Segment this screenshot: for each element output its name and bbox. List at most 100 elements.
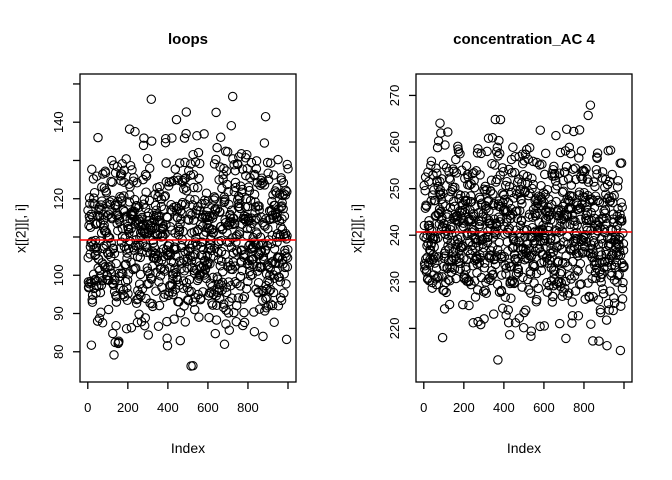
data-point	[195, 219, 206, 230]
y-tick-label: 260	[387, 131, 402, 153]
data-point	[453, 147, 464, 157]
data-point	[567, 210, 577, 220]
data-point	[100, 262, 110, 272]
data-point	[552, 181, 562, 191]
data-point	[119, 165, 129, 176]
data-point	[166, 225, 177, 235]
data-point	[277, 214, 287, 224]
data-point	[495, 170, 506, 180]
data-point	[565, 196, 575, 207]
data-point	[614, 246, 625, 257]
data-point	[281, 251, 291, 262]
data-point	[512, 206, 522, 216]
data-point	[277, 198, 287, 208]
data-point	[258, 251, 269, 262]
data-point	[209, 159, 220, 169]
data-point	[481, 288, 492, 299]
data-point	[475, 170, 485, 180]
x-tick-label: 800	[573, 400, 595, 415]
data-point	[140, 313, 151, 323]
data-point	[222, 147, 233, 157]
data-point	[119, 191, 129, 201]
data-point	[110, 168, 121, 178]
data-point	[113, 225, 123, 236]
data-point	[96, 307, 106, 318]
data-point	[92, 218, 103, 228]
data-point	[516, 216, 527, 226]
data-point	[237, 265, 247, 276]
data-point	[89, 193, 99, 203]
data-point	[199, 129, 209, 139]
data-point	[507, 168, 517, 178]
data-point	[472, 268, 482, 278]
data-point	[111, 258, 121, 269]
data-point	[212, 142, 222, 153]
data-point	[618, 245, 629, 256]
data-point	[431, 274, 441, 284]
data-point	[539, 321, 550, 331]
data-point	[455, 253, 465, 263]
data-point	[526, 331, 536, 341]
data-point	[514, 313, 525, 323]
data-point	[586, 319, 596, 329]
data-point	[558, 186, 569, 196]
data-point	[469, 168, 479, 178]
data-point	[606, 250, 617, 261]
data-point	[105, 261, 116, 271]
data-point	[527, 183, 537, 194]
data-point	[598, 288, 609, 299]
data-point	[567, 318, 577, 328]
data-point	[197, 237, 208, 248]
y-axis-label: x[[2]][, i]	[348, 204, 365, 254]
data-point	[426, 196, 436, 206]
data-point	[537, 159, 547, 170]
data-point	[276, 202, 286, 212]
data-point	[103, 304, 114, 315]
x-tick-label: 400	[493, 400, 515, 415]
x-tick-label: 600	[533, 400, 555, 415]
data-point	[87, 297, 98, 307]
data-point	[611, 257, 622, 267]
data-point	[228, 154, 238, 164]
data-point	[436, 128, 446, 138]
data-point	[192, 131, 202, 141]
y-tick-label: 140	[51, 111, 66, 133]
data-point	[532, 157, 542, 168]
data-point	[171, 244, 181, 254]
data-point	[106, 268, 117, 279]
data-point	[95, 287, 106, 298]
data-point	[472, 148, 483, 158]
data-point	[618, 238, 629, 249]
data-point	[493, 151, 503, 161]
data-point	[468, 224, 478, 235]
data-point	[461, 262, 471, 272]
data-point	[260, 111, 271, 122]
data-point	[571, 174, 581, 185]
data-point	[109, 286, 120, 297]
data-point	[438, 199, 448, 209]
data-point	[254, 201, 264, 211]
data-point	[89, 187, 100, 198]
data-point	[616, 158, 627, 168]
data-point	[108, 244, 119, 254]
data-point	[493, 355, 503, 365]
data-point	[554, 168, 565, 178]
data-point	[542, 251, 552, 262]
plot-title: concentration_AC 4	[453, 31, 595, 48]
data-point	[479, 314, 489, 324]
data-point	[228, 213, 239, 224]
data-point	[607, 169, 617, 180]
data-point	[536, 265, 547, 276]
data-point	[193, 147, 204, 158]
data-point	[86, 340, 97, 350]
data-point	[113, 196, 123, 207]
data-point	[594, 197, 605, 208]
data-point	[146, 136, 157, 146]
data-point	[469, 182, 480, 193]
x-tick-label: 800	[237, 400, 259, 415]
data-point	[103, 249, 114, 260]
data-point	[556, 244, 567, 254]
data-point	[466, 196, 477, 207]
data-point	[460, 191, 470, 201]
data-point	[166, 205, 176, 215]
